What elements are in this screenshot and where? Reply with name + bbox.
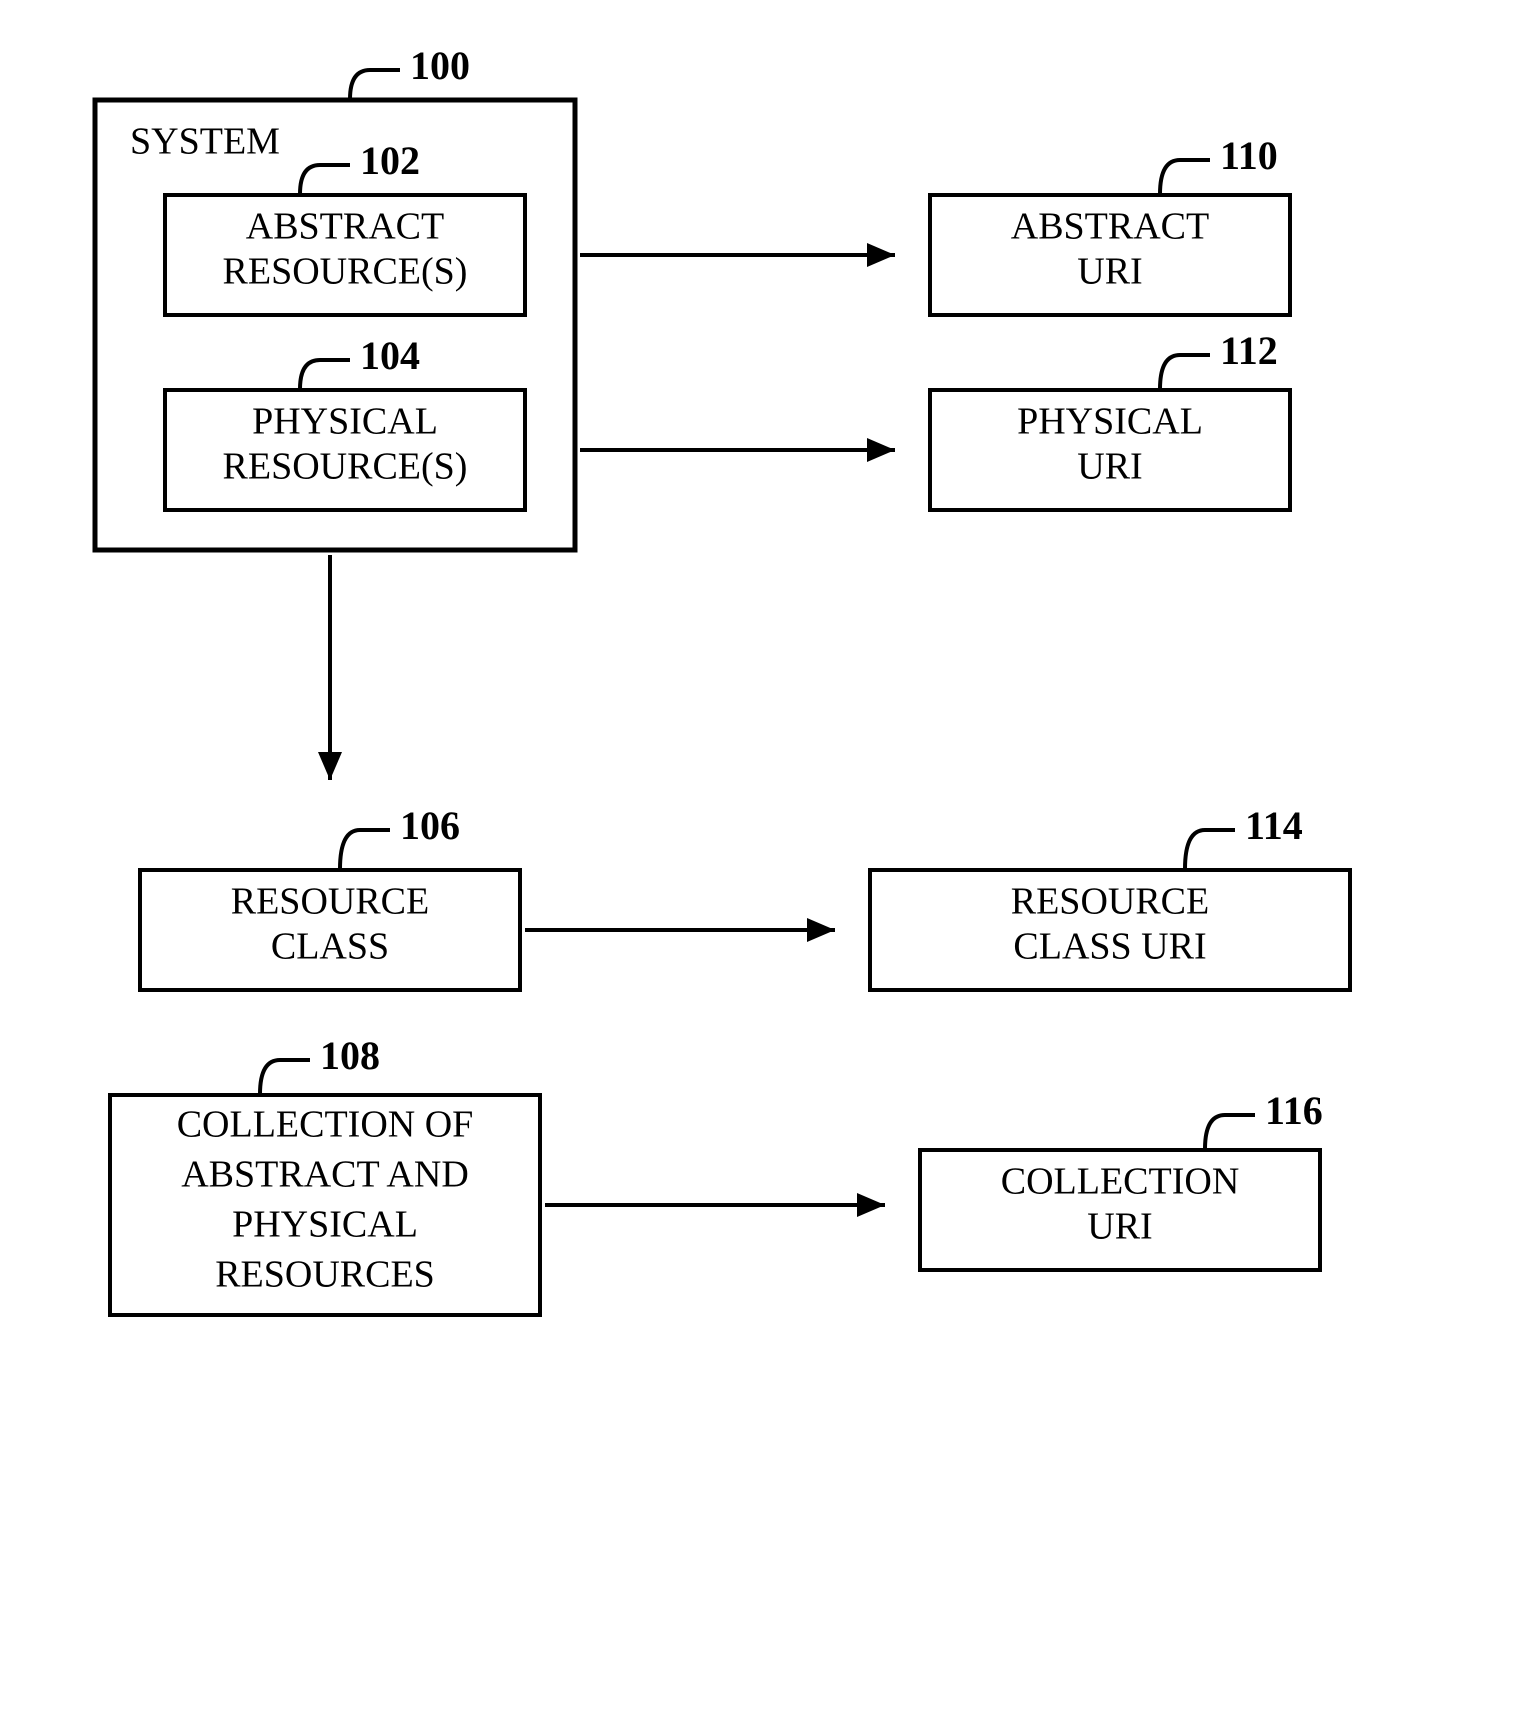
resource-class-uri-text: CLASS URI [1013,926,1206,968]
diagram-canvas: SYSTEM100ABSTRACTRESOURCE(S)102PHYSICALR… [0,0,1532,1715]
callout-line [350,70,400,99]
resource-class-text: CLASS [271,926,389,968]
physical-uri-text: PHYSICAL [1017,401,1203,443]
abstract-resource-text: ABSTRACT [246,206,444,248]
system-title: SYSTEM [130,121,280,163]
callout-label: 102 [360,138,420,183]
abstract-uri-text: ABSTRACT [1011,206,1209,248]
callout-label: 100 [410,43,470,88]
collection-uri-text: COLLECTION [1001,1161,1240,1203]
callout-line [1185,830,1235,869]
callout-label: 114 [1245,803,1303,848]
collection-text: PHYSICAL [232,1204,418,1246]
callout-line [1160,160,1210,194]
callout-line [1205,1115,1255,1149]
callout-line [340,830,390,869]
physical-resource-text: PHYSICAL [252,401,438,443]
callout-label: 110 [1220,133,1278,178]
physical-resource-text: RESOURCE(S) [223,446,468,488]
callout-label: 116 [1265,1088,1323,1133]
callout-label: 104 [360,333,420,378]
collection-text: ABSTRACT AND [181,1154,469,1196]
abstract-uri-text: URI [1077,251,1142,293]
collection-uri-text: URI [1087,1206,1152,1248]
callout-label: 108 [320,1033,380,1078]
callout-line [1160,355,1210,389]
collection-text: COLLECTION OF [177,1104,474,1146]
resource-class-text: RESOURCE [231,881,429,923]
callout-line [260,1060,310,1094]
physical-uri-text: URI [1077,446,1142,488]
callout-label: 106 [400,803,460,848]
resource-class-uri-text: RESOURCE [1011,881,1209,923]
collection-text: RESOURCES [215,1254,435,1296]
callout-label: 112 [1220,328,1278,373]
abstract-resource-text: RESOURCE(S) [223,251,468,293]
